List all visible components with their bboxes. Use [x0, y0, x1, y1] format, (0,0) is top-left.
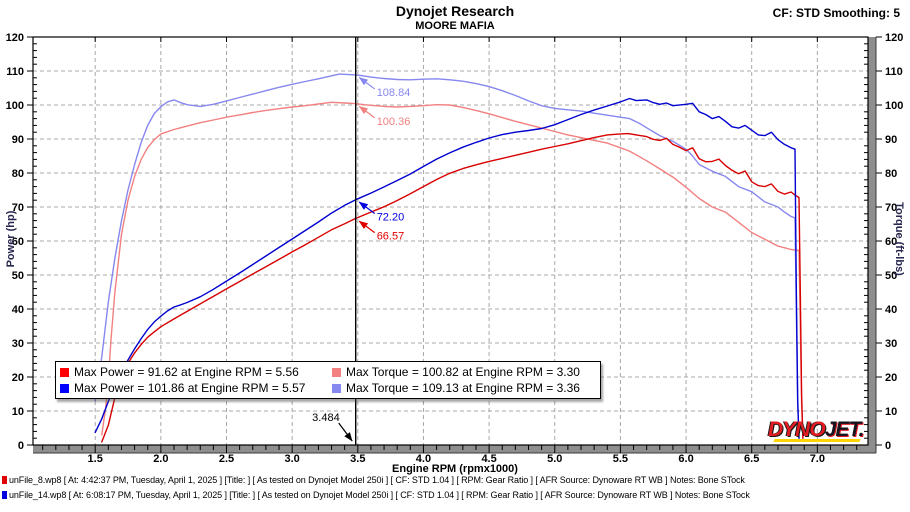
svg-text:3.5: 3.5 — [350, 453, 365, 465]
svg-text:6.5: 6.5 — [744, 453, 759, 465]
run8-torque-cursor-readout: 100.36 — [377, 116, 411, 128]
svg-text:120: 120 — [885, 32, 903, 44]
smoothing-label: CF: STD Smoothing: 5 — [772, 6, 900, 20]
run8-power-curve — [101, 132, 804, 443]
run14-power-cursor-readout: 72.20 — [377, 212, 405, 224]
svg-text:50: 50 — [12, 270, 24, 282]
axis-ticks — [27, 36, 882, 453]
x-axis-strip — [33, 445, 876, 453]
run8-power-cursor-arrow-icon — [358, 220, 376, 234]
svg-text:0: 0 — [18, 440, 24, 452]
legend-label: Max Torque = 109.13 at Engine RPM = 3.36 — [346, 381, 580, 395]
dynojet-logo-underline — [773, 439, 861, 442]
run14-torque-swatch-icon — [332, 384, 341, 393]
svg-text:7.0: 7.0 — [810, 453, 825, 465]
right-axis-strip — [868, 37, 876, 453]
run14-power-swatch-icon — [60, 384, 69, 393]
svg-text:70: 70 — [12, 202, 24, 214]
legend-item-run8-max-power: Max Power = 91.62 at Engine RPM = 5.56 — [60, 364, 332, 380]
run-info-text: unFile_8.wp8 [ At: 4:42:37 PM, Tuesday, … — [9, 475, 745, 485]
dynojet-logo: DYNOJET. — [768, 418, 865, 442]
svg-text:5.0: 5.0 — [547, 453, 562, 465]
svg-text:80: 80 — [885, 168, 897, 180]
svg-text:100: 100 — [6, 100, 24, 112]
run8-power-cursor-readout: 66.57 — [377, 231, 405, 243]
cursor-rpm-readout: 3.484 — [312, 412, 340, 424]
x-axis-title: Engine RPM (rpmx1000) — [392, 463, 518, 475]
run14-torque-cursor-readout: 108.84 — [377, 87, 411, 99]
run8-torque-swatch-icon — [332, 368, 341, 377]
svg-text:50: 50 — [885, 270, 897, 282]
svg-text:90: 90 — [12, 134, 24, 146]
run14-torque-cursor-arrow-icon — [358, 76, 376, 90]
svg-text:110: 110 — [6, 66, 24, 78]
run14-power-cursor-arrow-icon — [358, 201, 376, 215]
svg-text:2.5: 2.5 — [219, 453, 234, 465]
svg-text:110: 110 — [885, 66, 903, 78]
run8-torque-cursor-arrow-icon — [358, 105, 376, 119]
svg-text:1.5: 1.5 — [88, 453, 103, 465]
page-subtitle: MOORE MAFIA — [415, 20, 495, 33]
dynojet-logo-dyno: DYNO — [768, 418, 826, 441]
svg-text:10: 10 — [12, 406, 24, 418]
svg-text:10: 10 — [885, 406, 897, 418]
cursor-rpm-arrow-icon — [338, 422, 353, 442]
svg-text:90: 90 — [885, 134, 897, 146]
run14-flag-icon — [2, 491, 7, 499]
run14-torque-curve — [94, 73, 800, 439]
run8-flag-icon — [2, 476, 7, 484]
svg-text:2.0: 2.0 — [153, 453, 168, 465]
run8-torque-curve — [101, 101, 804, 439]
svg-text:80: 80 — [12, 168, 24, 180]
page-title: Dynojet Research — [395, 3, 515, 19]
svg-text:4.5: 4.5 — [481, 453, 496, 465]
svg-text:120: 120 — [6, 32, 24, 44]
legend-item-run14-max-power: Max Power = 101.86 at Engine RPM = 5.57 — [60, 380, 332, 396]
svg-text:3.0: 3.0 — [285, 453, 300, 465]
right-axis-title: Torque (ft-lbs) — [893, 202, 905, 276]
svg-text:4.0: 4.0 — [416, 453, 431, 465]
svg-text:40: 40 — [885, 304, 897, 316]
legend-item-run14-max-torque: Max Torque = 109.13 at Engine RPM = 3.36 — [332, 380, 596, 396]
left-axis-title: Power (hp) — [5, 210, 17, 268]
legend-label: Max Torque = 100.82 at Engine RPM = 3.30 — [346, 365, 580, 379]
svg-text:30: 30 — [885, 338, 897, 350]
tick-labels: 1.5 2.0 2.5 3.0 3.5 4.0 4.5 5.0 5.5 6.0 6.5 7.0 0 0 10… — [6, 32, 904, 465]
run-info-line-1: unFile_8.wp8 [ At: 4:42:37 PM, Tuesday, … — [2, 475, 745, 485]
svg-text:70: 70 — [885, 202, 897, 214]
title-block: Dynojet Research MOORE MAFIA — [0, 3, 910, 33]
svg-text:100: 100 — [885, 100, 903, 112]
run-info-text: unFile_14.wp8 [ At: 6:08:17 PM, Tuesday,… — [9, 490, 750, 500]
svg-text:6.0: 6.0 — [678, 453, 693, 465]
run8-power-swatch-icon — [60, 368, 69, 377]
legend-item-run8-max-torque: Max Torque = 100.82 at Engine RPM = 3.30 — [332, 364, 596, 380]
legend-label: Max Power = 91.62 at Engine RPM = 5.56 — [74, 365, 299, 379]
svg-text:60: 60 — [885, 236, 897, 248]
svg-text:20: 20 — [12, 372, 24, 384]
run14-power-curve — [94, 97, 800, 439]
svg-text:60: 60 — [12, 236, 24, 248]
dynojet-logo-jet: JET. — [824, 418, 865, 441]
max-values-legend: Max Power = 91.62 at Engine RPM = 5.56 M… — [55, 361, 601, 399]
plot-border — [32, 36, 869, 446]
svg-text:20: 20 — [885, 372, 897, 384]
svg-text:30: 30 — [12, 338, 24, 350]
run-info-line-2: unFile_14.wp8 [ At: 6:08:17 PM, Tuesday,… — [2, 490, 750, 500]
svg-text:40: 40 — [12, 304, 24, 316]
svg-text:5.5: 5.5 — [613, 453, 628, 465]
svg-text:0: 0 — [885, 440, 891, 452]
legend-label: Max Power = 101.86 at Engine RPM = 5.57 — [74, 381, 306, 395]
